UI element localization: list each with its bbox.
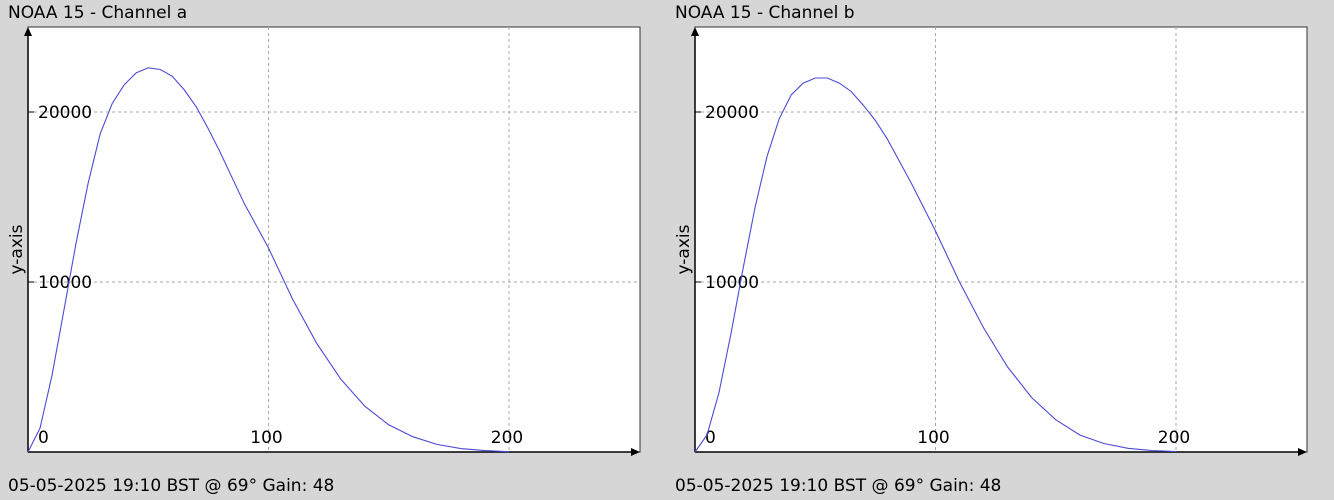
chart-title: NOAA 15 - Channel b bbox=[675, 3, 855, 23]
chart-subtitle: 05-05-2025 19:10 BST @ 69° Gain: 48 bbox=[675, 476, 1002, 496]
x-tick-label: 0 bbox=[38, 428, 49, 448]
chart-panel-channel-b: 10000 20000 0 100 200 y-axis NOAA 15 - Channe… bbox=[667, 0, 1334, 500]
y-tick-label: 20000 bbox=[38, 103, 92, 123]
x-tick-label: 100 bbox=[917, 428, 949, 448]
y-axis-label: y-axis bbox=[674, 224, 694, 274]
x-tick-label: 0 bbox=[705, 428, 716, 448]
y-axis-label: y-axis bbox=[7, 224, 27, 274]
chart-panel-channel-a: 10000 20000 0 100 200 y-axis NOAA 15 - Channe… bbox=[7, 3, 641, 496]
y-tick-label: 20000 bbox=[705, 103, 759, 123]
x-tick-label: 200 bbox=[1158, 428, 1190, 448]
chart-title: NOAA 15 - Channel a bbox=[8, 3, 188, 23]
x-tick-label: 200 bbox=[491, 428, 523, 448]
x-axis-arrow bbox=[1298, 448, 1307, 456]
x-tick-label: 100 bbox=[250, 428, 282, 448]
y-tick-label: 10000 bbox=[38, 273, 92, 293]
chart-plot-area: 10000 20000 0 100 200 y-axis bbox=[7, 26, 641, 456]
series-line bbox=[694, 77, 1177, 453]
y-axis-arrow bbox=[691, 27, 699, 36]
chart-subtitle: 05-05-2025 19:10 BST @ 69° Gain: 48 bbox=[8, 476, 335, 496]
series-line bbox=[27, 67, 510, 453]
y-tick-label: 10000 bbox=[705, 273, 759, 293]
chart-plot-area: 10000 20000 0 100 200 y-axis bbox=[674, 26, 1308, 456]
y-axis-arrow bbox=[24, 27, 32, 36]
plot-background bbox=[694, 26, 1308, 453]
x-axis-arrow bbox=[631, 448, 640, 456]
plot-background bbox=[27, 26, 641, 453]
